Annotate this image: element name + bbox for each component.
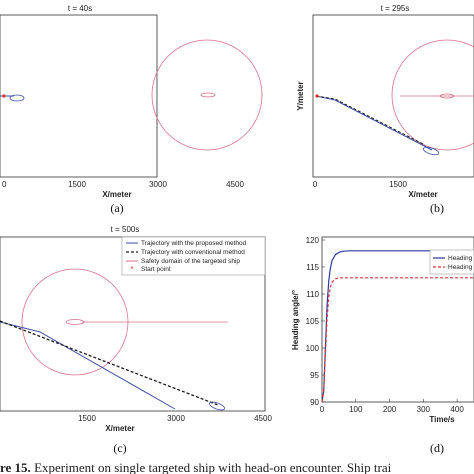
panel-c-target-ship	[65, 319, 85, 325]
legend-entry: Start point	[141, 266, 171, 273]
panel-a-start-point	[2, 94, 6, 98]
panel-d-ytick-label: 110	[306, 290, 319, 299]
panel-b-trajectory-conventional	[315, 95, 426, 146]
panel-b: t = 295s Y/meter 0 1500 X/meter (b)	[296, 4, 474, 215]
panel-c-label: (c)	[113, 441, 126, 455]
panel-d-ytick-label: 100	[306, 344, 320, 353]
figure-caption: re 15. Experiment on single targeted shi…	[0, 460, 392, 474]
panel-d-xtick-label: 200	[383, 405, 397, 414]
panel-d: Heading angle/° 90 95 100 105 110 115 120 0 100…	[291, 236, 474, 455]
panel-c-trajectory-proposed	[0, 321, 176, 410]
panel-b-xtick: 1500	[389, 180, 407, 189]
panel-d-ytick-label: 105	[306, 317, 320, 326]
legend-entry: Trajectory with conventional method	[141, 249, 245, 256]
panel-d-label: (d)	[430, 441, 444, 455]
panel-a-xtick: 4500	[226, 180, 244, 189]
panel-a-own-ship-domain	[9, 94, 25, 102]
panel-a-xtick: 3000	[149, 180, 167, 189]
panel-d-axes-box	[321, 236, 474, 403]
panel-d-ytick-label: 90	[310, 398, 319, 407]
panel-a: t = 40s 0 1500 3000 4500 X/meter (a)	[0, 4, 263, 215]
panel-d-xlabel: Time/s	[429, 415, 455, 424]
panel-c-xtick: 1500	[78, 414, 96, 423]
panel-b-own-ship-domain	[422, 146, 440, 156]
panel-b-axes-box	[312, 14, 474, 178]
panel-a-xtick: 1500	[68, 180, 86, 189]
legend-entry: Safety domain of the targeted ship	[141, 258, 240, 265]
panel-d-yticks: 90 95 100 105 110 115 120	[306, 236, 325, 407]
legend-entry: Trajectory with the proposed method	[141, 240, 247, 247]
legend-swatch-start: *	[130, 265, 133, 274]
panel-d-ylabel: Heading angle/°	[291, 290, 300, 350]
panel-b-start-point	[315, 94, 319, 98]
panel-d-xticks: 0 100 200 300 400	[320, 399, 464, 414]
panel-a-title: t = 40s	[68, 4, 92, 13]
panel-b-safety-domain	[391, 39, 474, 151]
panel-a-label: (a)	[110, 201, 123, 215]
caption-text: Experiment on single targeted ship with …	[31, 460, 392, 474]
caption-prefix: re 15.	[0, 460, 31, 474]
panel-c-xtick: 3000	[167, 414, 185, 423]
panel-c-legend: Trajectory with the proposed method Traj…	[121, 236, 266, 276]
panel-b-xlabel: X/meter	[408, 190, 437, 199]
panel-d-xtick-label: 100	[349, 405, 363, 414]
panel-b-target-ship	[439, 93, 455, 99]
panel-a-axes-box	[0, 14, 158, 178]
panel-d-legend: Heading Heading	[429, 249, 474, 275]
panel-d-series-heading-conventional	[321, 277, 474, 403]
legend-entry: Heading	[448, 255, 473, 262]
panel-d-ytick-label: 120	[306, 236, 320, 245]
panel-d-ytick-label: 95	[310, 371, 319, 380]
panel-d-legend-box	[429, 249, 474, 275]
panel-d-xtick-label: 400	[450, 405, 464, 414]
panel-a-target-ship	[200, 92, 216, 98]
panel-c: t = 500s Trajectory with the proposed me…	[0, 225, 272, 455]
panel-a-safety-domain	[151, 39, 263, 151]
legend-entry: Heading	[448, 264, 473, 271]
panel-c-trajectory-conventional	[0, 320, 219, 406]
panel-a-xtick: 0	[2, 180, 7, 189]
panel-b-title: t = 295s	[381, 4, 410, 13]
panel-b-xtick: 0	[313, 180, 318, 189]
panel-b-label: (b)	[430, 201, 444, 215]
panel-c-legend-box	[121, 236, 266, 276]
panel-c-title: t = 500s	[111, 225, 140, 234]
panel-c-xlabel: X/meter	[105, 424, 134, 433]
panel-d-xtick-label: 300	[417, 405, 431, 414]
panel-a-xlabel: X/meter	[102, 190, 131, 199]
panel-d-ytick-label: 115	[306, 263, 319, 272]
panel-d-xtick-label: 0	[320, 405, 325, 414]
panel-c-own-ship-domain	[209, 401, 225, 411]
panel-b-trajectory-proposed	[315, 95, 433, 151]
panel-b-ylabel: Y/meter	[296, 81, 305, 110]
panel-c-xtick: 4500	[254, 414, 272, 423]
